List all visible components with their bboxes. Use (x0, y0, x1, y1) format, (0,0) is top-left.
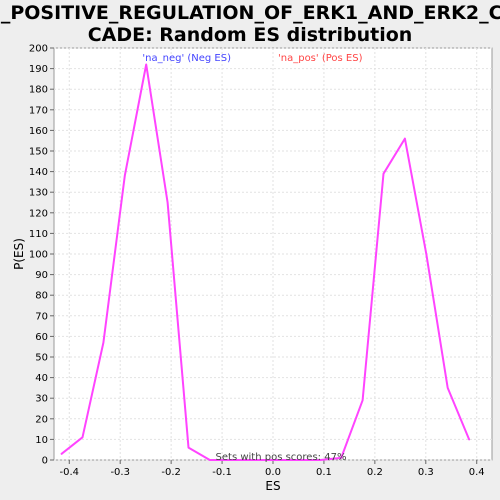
legend-item-neg: 'na_neg' (Neg ES) (142, 53, 231, 64)
y-tick-label: 70 (35, 311, 48, 322)
x-tick-label: 0.2 (367, 467, 383, 478)
y-tick-label: 50 (35, 353, 48, 364)
y-tick-label: 120 (29, 208, 48, 219)
y-tick-label: 80 (35, 291, 48, 302)
x-tick-label: 0.0 (265, 467, 281, 478)
y-tick-label: 190 (29, 64, 48, 75)
x-tick-label: -0.3 (110, 467, 130, 478)
x-tick-label: 0.1 (316, 467, 332, 478)
y-tick-label: 90 (35, 270, 48, 281)
x-tick-label: -0.2 (161, 467, 181, 478)
chart-title-line-1: GO_POSITIVE_REGULATION_OF_ERK1_AND_ERK2_… (0, 2, 500, 24)
x-axis-label: ES (265, 479, 280, 493)
y-tick-label: 180 (29, 85, 48, 96)
y-tick-label: 130 (29, 188, 48, 199)
y-tick-label: 110 (29, 229, 48, 240)
chart-title-line-2: CADE: Random ES distribution (88, 24, 413, 46)
y-tick-label: 40 (35, 373, 48, 384)
legend-item-pos: 'na_pos' (Pos ES) (278, 53, 363, 64)
y-tick-label: 10 (35, 435, 48, 446)
es-distribution-line (60, 63, 471, 461)
y-axis-label: P(ES) (12, 238, 26, 270)
y-tick-label: 170 (29, 105, 48, 116)
y-tick-label: 200 (29, 44, 48, 55)
x-tick-label: 0.3 (418, 467, 434, 478)
y-tick-label: 30 (35, 394, 48, 405)
x-tick-label: -0.4 (60, 467, 80, 478)
grid-lines (54, 47, 492, 461)
y-tick-label: 150 (29, 147, 48, 158)
x-tick-label: 0.4 (469, 467, 485, 478)
axis-ticks: 0 10 20 30 40 50 60 70 80 90 100 110 120 130 140 150 160… (29, 44, 485, 479)
y-tick-label: 100 (29, 250, 48, 261)
legend: 'na_neg' (Neg ES) 'na_pos' (Pos ES) (142, 53, 362, 64)
y-tick-label: 140 (29, 167, 48, 178)
x-tick-label: -0.1 (212, 467, 232, 478)
y-tick-label: 60 (35, 332, 48, 343)
series-layer (60, 63, 471, 461)
y-tick-label: 160 (29, 126, 48, 137)
pos-scores-annotation: Sets with pos scores: 47% (216, 452, 347, 463)
y-tick-label: 20 (35, 414, 48, 425)
y-tick-label: 0 (42, 456, 48, 467)
